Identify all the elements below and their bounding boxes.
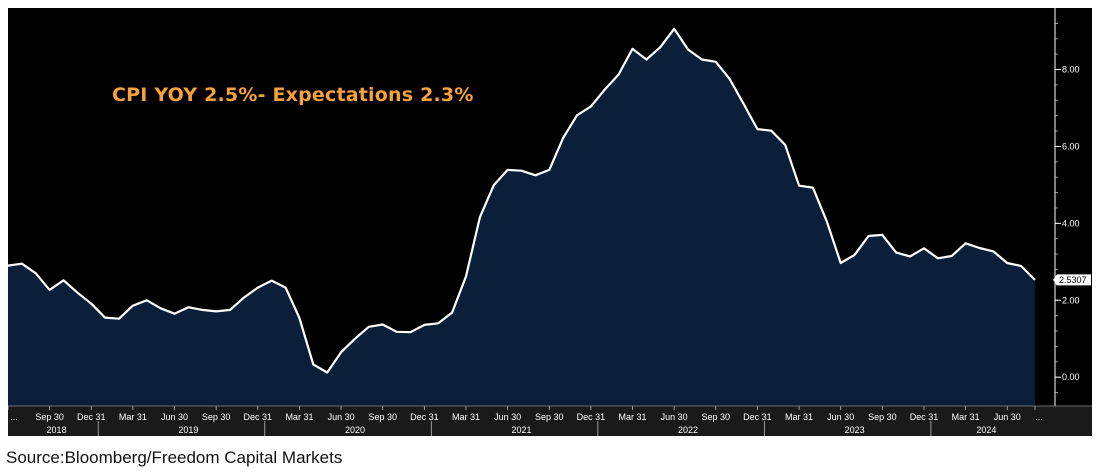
y-tick-label: 2.00 <box>1062 295 1080 305</box>
x-tick-label: Sep 30 <box>35 412 64 422</box>
y-tick-label: 8.00 <box>1062 65 1080 75</box>
x-tick-label: Sep 30 <box>535 412 564 422</box>
x-tick-label: Mar 31 <box>619 412 647 422</box>
x-tick-label: ... <box>1035 412 1043 422</box>
x-tick-label: ... <box>10 412 18 422</box>
x-tick-label: Dec 31 <box>77 412 106 422</box>
x-year-label: 2019 <box>178 425 198 435</box>
x-tick-label: Jun 30 <box>994 412 1021 422</box>
x-tick-label: Mar 31 <box>119 412 147 422</box>
x-tick-label: Jun 30 <box>161 412 188 422</box>
series-area <box>8 28 1035 407</box>
chart-canvas: 0.00 2.00 4.00 6.00 8.00 ... Sep 30 Dec 31 Mar … <box>8 8 1092 436</box>
y-tick-label: 6.00 <box>1062 141 1080 151</box>
y-tick-label: 0.00 <box>1062 372 1080 382</box>
source-note: Source:Bloomberg/Freedom Capital Markets <box>6 448 343 467</box>
chart-panel: 0.00 2.00 4.00 6.00 8.00 ... Sep 30 Dec 31 Mar … <box>8 8 1092 436</box>
x-tick-label: Mar 31 <box>285 412 313 422</box>
series-line <box>8 27 1036 374</box>
x-tick-label: Jun 30 <box>494 412 521 422</box>
x-tick-label: Jun 30 <box>827 412 854 422</box>
x-year-label: 2020 <box>345 425 365 435</box>
x-tick-label: Sep 30 <box>368 412 397 422</box>
x-tick-label: Jun 30 <box>328 412 355 422</box>
x-tick-label: Dec 31 <box>410 412 439 422</box>
last-value-marker <box>1053 274 1091 286</box>
x-year-label: 2024 <box>976 425 996 435</box>
x-tick-label: Dec 31 <box>910 412 939 422</box>
x-year-label: 2018 <box>47 425 67 435</box>
last-value-label: 2.5307 <box>1059 275 1087 285</box>
y-tick-label: 4.00 <box>1062 218 1080 228</box>
x-tick-label: Sep 30 <box>868 412 897 422</box>
chart-title: CPI YOY 2.5%- Expectations 2.3% <box>112 84 474 106</box>
x-tick-label: Sep 30 <box>202 412 231 422</box>
x-tick-label: Jun 30 <box>661 412 688 422</box>
x-tick-label: Mar 31 <box>785 412 813 422</box>
x-tick-label: Mar 31 <box>452 412 480 422</box>
x-year-label: 2022 <box>678 425 698 435</box>
x-tick-label: Dec 31 <box>244 412 273 422</box>
x-year-label: 2023 <box>845 425 865 435</box>
x-year-label: 2021 <box>511 425 531 435</box>
x-tick-label: Dec 31 <box>743 412 772 422</box>
x-axis-band <box>8 406 1092 436</box>
x-tick-label: Sep 30 <box>702 412 731 422</box>
x-tick-label: Dec 31 <box>577 412 606 422</box>
x-tick-label: Mar 31 <box>952 412 980 422</box>
